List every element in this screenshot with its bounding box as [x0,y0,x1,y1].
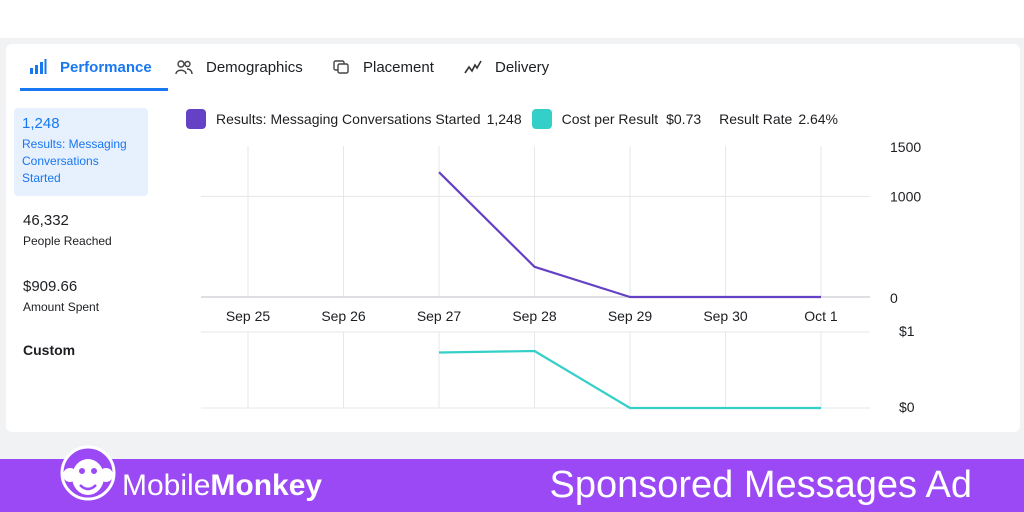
metric-value: 46,332 [23,212,69,229]
x-tick-label: Sep 27 [417,308,462,324]
x-tick-label: Sep 29 [608,308,653,324]
tab-placement[interactable]: Placement [331,44,434,90]
tab-label: Delivery [495,58,550,76]
insights-card: Performance Demographics Placement [6,44,1020,432]
brand-name-second: Monkey [210,468,323,502]
metric-amount-spent[interactable]: $909.66 Amount Spent [14,278,148,316]
metric-value: $909.66 [23,278,78,295]
custom-date-range[interactable]: Custom [23,342,76,358]
tab-label: Performance [60,58,152,76]
cost-swatch [531,109,552,129]
chart-legend: Results: Messaging Conversations Started… [186,108,848,130]
x-tick-label: Oct 1 [804,308,838,324]
legend-cost[interactable]: Cost per Result $0.73 [531,109,702,129]
legend-rate-value: 2.64% [798,111,839,127]
y-tick-label: 0 [890,290,898,306]
y-tick-label: 1500 [890,139,921,155]
people-icon [174,57,194,77]
cost-series-line [438,349,821,410]
tab-delivery[interactable]: Delivery [463,44,549,90]
tab-performance[interactable]: Performance [28,44,152,90]
bar-chart-icon [28,57,48,77]
x-tick-label: Sep 26 [321,308,366,324]
results-swatch [186,109,206,129]
x-tick-label: Sep 25 [226,308,271,324]
x-tick-label: Sep 30 [703,308,748,324]
y-tick-label: $1 [899,323,915,339]
legend-cost-value: $0.73 [666,111,702,127]
active-tab-indicator [20,88,168,91]
legend-rate-label: Result Rate [719,111,793,127]
performance-chart: Sep 25 Sep 26 Sep 27 Sep 28 Sep 29 Sep 30 Oct … [201,139,921,415]
metric-label: Results: Messaging Conversations Started [22,137,127,185]
x-tick-label: Sep 28 [512,308,557,324]
legend-cost-label: Cost per Result [561,111,659,127]
tab-demographics[interactable]: Demographics [174,44,303,90]
legend-results-value: 1,248 [486,111,522,127]
tab-label: Demographics [206,58,303,76]
brand-logo: MobileMonkey [60,445,322,512]
monkey-icon [60,445,116,512]
placement-icon [331,57,351,77]
metric-people-reached[interactable]: 46,332 People Reached [14,212,148,250]
metric-label: People Reached [23,234,112,248]
ad-title: Sponsored Messages Ad [549,464,973,506]
legend-result-rate: Result Rate 2.64% [711,111,838,127]
top-strip [0,0,1024,38]
legend-results[interactable]: Results: Messaging Conversations Started… [186,109,522,129]
metric-label: Amount Spent [23,300,100,314]
metric-results[interactable]: 1,248 Results: Messaging Conversations S… [14,108,148,196]
results-series-line [438,171,821,299]
tab-label: Placement [363,58,434,76]
brand-name-first: Mobile [122,468,211,502]
brand-name: MobileMonkey [122,469,322,503]
y-tick-label: 1000 [890,188,921,204]
y-tick-label: $0 [899,399,915,415]
footer-banner: MobileMonkey Sponsored Messages Ad [0,445,1024,512]
legend-results-label: Results: Messaging Conversations Started [216,111,481,127]
metric-value: 1,248 [22,115,60,132]
delivery-icon [463,57,483,77]
